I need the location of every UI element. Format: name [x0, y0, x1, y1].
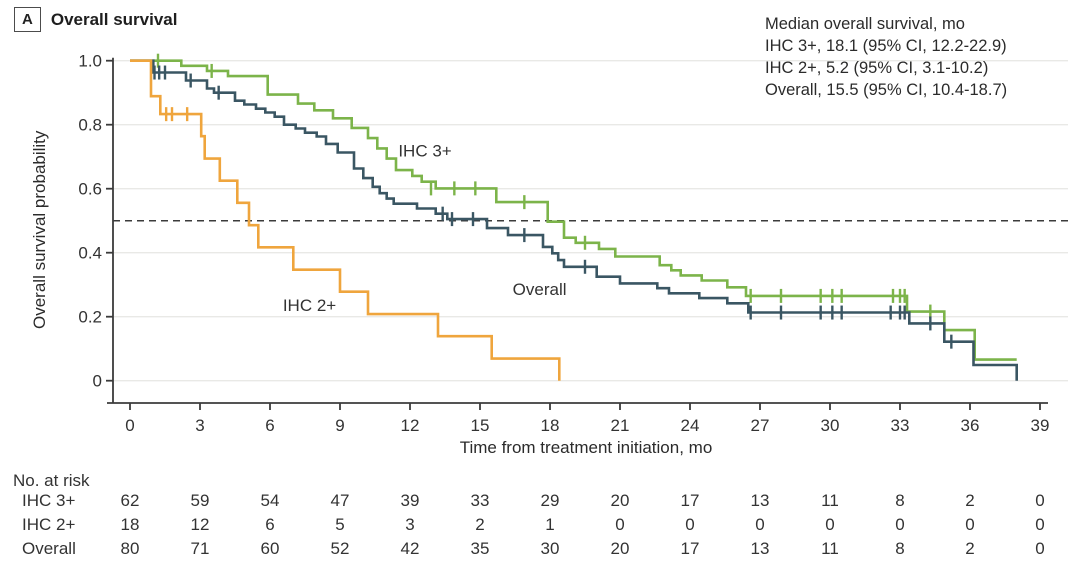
risk-count-overall: 0 — [1035, 539, 1044, 558]
x-tick-label: 9 — [335, 416, 344, 435]
risk-count-ihc-3: 59 — [191, 491, 210, 510]
curve-label-ihc-2: IHC 2+ — [283, 296, 336, 315]
curve-label-overall: Overall — [513, 280, 567, 299]
risk-count-ihc-2: 2 — [475, 515, 484, 534]
risk-count-ihc-3: 11 — [821, 491, 839, 510]
risk-count-ihc-3: 0 — [1035, 491, 1044, 510]
risk-row-label-ihc-2: IHC 2+ — [22, 515, 75, 534]
x-tick-label: 39 — [1031, 416, 1050, 435]
risk-count-ihc-2: 12 — [191, 515, 210, 534]
x-tick-label: 33 — [891, 416, 910, 435]
risk-count-overall: 35 — [471, 539, 490, 558]
x-tick-label: 15 — [471, 416, 490, 435]
x-tick-label: 24 — [681, 416, 700, 435]
risk-count-overall: 20 — [611, 539, 630, 558]
risk-count-overall: 52 — [331, 539, 350, 558]
y-tick-label: 0.6 — [78, 180, 102, 199]
y-tick-label: 0 — [93, 372, 102, 391]
risk-count-ihc-3: 20 — [611, 491, 630, 510]
legend-line-overall: Overall, 15.5 (95% CI, 10.4-18.7) — [765, 81, 1008, 99]
x-tick-label: 18 — [541, 416, 560, 435]
risk-count-ihc-2: 0 — [615, 515, 624, 534]
legend-line-ihc2: IHC 2+, 5.2 (95% CI, 3.1-10.2) — [765, 59, 989, 77]
x-tick-label: 6 — [265, 416, 274, 435]
y-tick-label: 0.4 — [78, 244, 102, 263]
risk-count-ihc-3: 17 — [681, 491, 700, 510]
risk-count-overall: 13 — [751, 539, 770, 558]
risk-row-label-overall: Overall — [22, 539, 76, 558]
risk-count-ihc-2: 0 — [895, 515, 904, 534]
legend-line-title: Median overall survival, mo — [765, 15, 965, 33]
x-tick-label: 0 — [125, 416, 134, 435]
x-tick-label: 36 — [961, 416, 980, 435]
risk-row-label-ihc-3: IHC 3+ — [22, 491, 75, 510]
curve-label-ihc-3: IHC 3+ — [398, 142, 451, 161]
y-axis-title: Overall survival probability — [30, 130, 49, 330]
risk-count-overall: 30 — [541, 539, 560, 558]
risk-count-ihc-2: 0 — [685, 515, 694, 534]
median-survival-legend: Median overall survival, mo IHC 3+, 18.1… — [765, 13, 1007, 101]
risk-count-ihc-3: 39 — [401, 491, 420, 510]
x-tick-label: 30 — [821, 416, 840, 435]
y-tick-label: 1.0 — [78, 52, 102, 71]
risk-table-header: No. at risk — [13, 471, 90, 490]
risk-count-ihc-2: 3 — [405, 515, 414, 534]
y-tick-label: 0.2 — [78, 308, 102, 327]
risk-count-overall: 2 — [965, 539, 974, 558]
legend-line-ihc3: IHC 3+, 18.1 (95% CI, 12.2-22.9) — [765, 37, 1007, 55]
risk-count-ihc-3: 29 — [541, 491, 560, 510]
risk-count-overall: 8 — [895, 539, 904, 558]
figure-header: A Overall survival — [14, 7, 177, 32]
risk-count-ihc-3: 47 — [331, 491, 350, 510]
risk-count-ihc-2: 0 — [1035, 515, 1044, 534]
risk-count-overall: 42 — [401, 539, 420, 558]
risk-count-ihc-2: 1 — [545, 515, 554, 534]
risk-count-ihc-2: 0 — [825, 515, 834, 534]
risk-count-ihc-2: 18 — [121, 515, 140, 534]
risk-count-overall: 71 — [191, 539, 210, 558]
x-tick-label: 27 — [751, 416, 770, 435]
x-tick-label: 21 — [611, 416, 630, 435]
risk-count-overall: 60 — [261, 539, 280, 558]
survival-curve-ihc-3 — [130, 59, 1017, 361]
x-tick-label: 3 — [195, 416, 204, 435]
risk-count-ihc-3: 2 — [965, 491, 974, 510]
x-axis-title: Time from treatment initiation, mo — [459, 438, 713, 457]
risk-count-overall: 80 — [121, 539, 140, 558]
risk-count-ihc-3: 62 — [121, 491, 140, 510]
panel-badge: A — [14, 7, 41, 32]
survival-curve-overall — [130, 59, 1018, 381]
y-tick-label: 0.8 — [78, 116, 102, 135]
x-tick-label: 12 — [401, 416, 420, 435]
risk-count-ihc-2: 6 — [265, 515, 274, 534]
risk-count-ihc-3: 54 — [261, 491, 280, 510]
risk-count-ihc-2: 0 — [965, 515, 974, 534]
risk-count-ihc-2: 5 — [335, 515, 344, 534]
risk-count-ihc-3: 8 — [895, 491, 904, 510]
risk-count-overall: 17 — [681, 539, 700, 558]
risk-count-overall: 11 — [821, 539, 839, 558]
panel-title: Overall survival — [50, 9, 178, 29]
risk-count-ihc-3: 33 — [471, 491, 490, 510]
risk-count-ihc-3: 13 — [751, 491, 770, 510]
risk-count-ihc-2: 0 — [755, 515, 764, 534]
